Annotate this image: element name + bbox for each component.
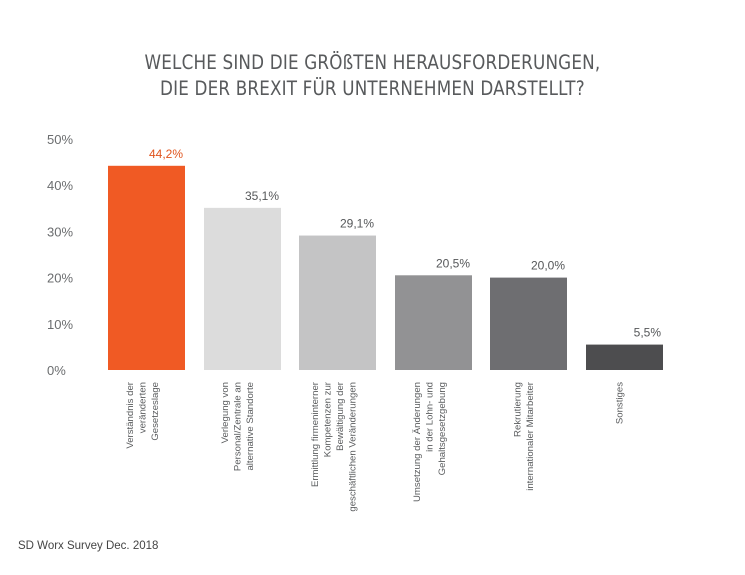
category-label-line: Verständnis der [125,381,136,448]
category-label: Verständnis der veränderten Gesetzeslage [125,381,161,448]
category-label-line: internationaler Mitarbeiter [525,381,536,491]
category-label-line: Personal/Zentrale an [233,382,244,471]
source-note: SD Worx Survey Dec. 2018 [18,540,159,552]
bar [490,277,567,370]
y-tick-label: 50% [47,132,73,147]
category-label-line: veränderten [138,382,149,433]
bar-value-label: 35,1% [245,189,279,203]
bar [204,207,281,370]
bar [395,275,472,370]
y-tick-label: 0% [47,363,66,378]
category-label-line: alternative Standorte [245,382,256,471]
chart-title-line-1: WELCHE SIND DIE GRÖßTEN HERAUSFORDERUNGE… [144,51,601,74]
category-label-line: Sonstiges [615,382,626,424]
category-label: Ermittlung firmeninterner Kompetenzen zur… [310,381,359,511]
y-tick-label: 40% [47,178,73,193]
bar-value-label: 20,5% [436,256,470,270]
category-label: Rekrutierung internationaler Mitarbeiter [512,381,536,491]
bar-value-label: 5,5% [634,326,662,340]
category-label: Verlegung von Personal/Zentrale an alterna… [220,382,256,471]
bar-value-label: 29,1% [340,217,374,231]
bar [108,165,185,370]
category-label-line: Rekrutierung [512,382,523,437]
chart-title-line-2: DIE DER BREXIT FÜR UNTERNEHMEN DARSTELLT… [160,77,585,100]
category-label: Umsetzung der Änderungen in der Lohn- und… [412,382,448,502]
bar [586,344,663,370]
chart-title: WELCHE SIND DIE GRÖßTEN HERAUSFORDERUNGE… [52,50,693,102]
y-tick-label: 30% [47,224,73,239]
category-label-line: Umsetzung der Änderungen [412,382,423,502]
bar-value-label: 44,2% [149,147,183,161]
category-label-line: Verlegung von [220,382,231,443]
category-label-line: Gehaltsgesetzgebung [437,382,448,475]
category-label-line: geschäftlichen Veränderungen [347,382,358,512]
category-label-line: Kompetenzen zur [322,381,333,457]
category-label-group: Verständnis der veränderten Gesetzeslage Ve… [125,381,626,511]
category-label-line: in der Lohn- und [425,382,436,452]
category-label-line: Ermittlung firmeninterner [310,381,321,487]
value-label-group: 44,2% 35,1% 29,1% 20,5% 20,0% 5,5% [149,147,661,340]
bar-group [108,165,663,370]
category-label-line: Bewältigung der [335,381,346,451]
category-label: Sonstiges [615,382,626,424]
y-tick-label: 20% [47,271,73,286]
bar [299,235,376,370]
y-tick-label: 10% [47,317,73,332]
bar-value-label: 20,0% [531,259,565,273]
y-axis: 0% 10% 20% 30% 40% 50% [47,132,73,378]
category-label-line: Gesetzeslage [150,382,161,441]
